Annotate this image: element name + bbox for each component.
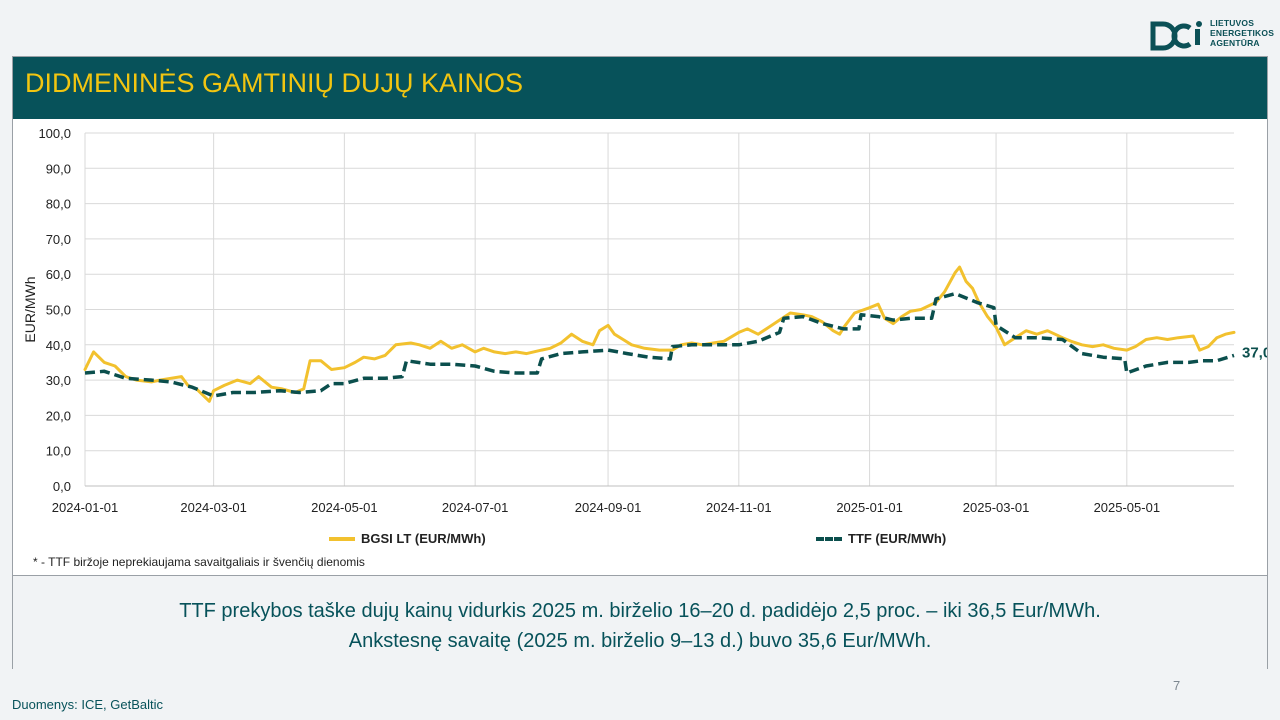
x-tick-label: 2025-01-01 bbox=[836, 500, 903, 515]
chart-area: 0,0 10,0 20,0 30,0 40,0 50,0 60,0 70,0 80,0 90,0 1… bbox=[13, 119, 1267, 575]
summary-line-1: TTF prekybos taške dujų kainų vidurkis 2… bbox=[179, 600, 1101, 622]
x-tick-label: 2024-01-01 bbox=[52, 500, 119, 515]
logo-line-2: ENERGETIKOS bbox=[1210, 28, 1275, 38]
x-tick-label: 2024-11-01 bbox=[706, 500, 772, 515]
series-line-ttf bbox=[84, 291, 1235, 398]
x-tick-label: 2024-05-01 bbox=[311, 500, 378, 515]
y-tick-label: 50,0 bbox=[46, 303, 71, 318]
chart-footnote: * - TTF biržoje neprekiaujama savaitgali… bbox=[33, 555, 365, 569]
y-tick-label: 0,0 bbox=[53, 479, 71, 494]
x-tick-label: 2025-05-01 bbox=[1094, 500, 1161, 515]
y-axis-title: EUR/MWh bbox=[22, 276, 38, 342]
agency-logo: LIETUVOS ENERGETIKOS AGENTŪRA bbox=[1150, 18, 1274, 54]
y-tick-label: 80,0 bbox=[46, 197, 71, 212]
page-title: DIDMENINĖS GAMTINIŲ DUJŲ KAINOS bbox=[25, 68, 524, 98]
y-tick-label: 60,0 bbox=[46, 267, 71, 282]
legend-item-ttf: TTF (EUR/MWh) bbox=[816, 531, 946, 546]
legend-swatch-ttf bbox=[816, 536, 842, 541]
x-tick-label: 2024-09-01 bbox=[575, 500, 642, 515]
header-band: DIDMENINĖS GAMTINIŲ DUJŲ KAINOS bbox=[13, 57, 1267, 119]
slide-frame: DIDMENINĖS GAMTINIŲ DUJŲ KAINOS 0,0 10,0 2… bbox=[12, 56, 1268, 670]
y-tick-label: 20,0 bbox=[46, 408, 71, 423]
series-line-bgsi bbox=[83, 265, 1236, 403]
summary-box: TTF prekybos taške dujų kainų vidurkis 2… bbox=[13, 575, 1267, 670]
logo-line-3: AGENTŪRA bbox=[1210, 38, 1260, 48]
lea-logo-icon bbox=[1150, 21, 1202, 51]
legend-item-bgsi: BGSI LT (EUR/MWh) bbox=[329, 531, 486, 546]
legend-swatch-bgsi bbox=[329, 536, 355, 541]
y-tick-label: 10,0 bbox=[46, 444, 71, 459]
y-tick-label: 70,0 bbox=[46, 232, 71, 247]
y-tick-label: 90,0 bbox=[46, 161, 71, 176]
gas-price-chart: 0,0 10,0 20,0 30,0 40,0 50,0 60,0 70,0 80,0 90,0 1… bbox=[22, 126, 1267, 515]
page-number: 7 bbox=[1173, 678, 1181, 693]
legend-label-ttf: TTF (EUR/MWh) bbox=[848, 531, 947, 546]
y-tick-label: 30,0 bbox=[46, 373, 71, 388]
summary-line-2: Ankstesnę savaitę (2025 m. birželio 9–13… bbox=[348, 630, 932, 652]
data-source: Duomenys: ICE, GetBaltic bbox=[12, 697, 163, 712]
logo-line-1: LIETUVOS bbox=[1210, 18, 1255, 28]
x-tick-label: 2024-03-01 bbox=[180, 500, 247, 515]
y-tick-label: 100,0 bbox=[38, 126, 71, 141]
logo-text: LIETUVOS ENERGETIKOS AGENTŪRA bbox=[1210, 18, 1274, 48]
legend-label-bgsi: BGSI LT (EUR/MWh) bbox=[361, 531, 486, 546]
y-tick-label: 40,0 bbox=[46, 338, 71, 353]
ttf-end-value-label: 37,0 bbox=[1242, 344, 1267, 361]
x-tick-label: 2024-07-01 bbox=[442, 500, 509, 515]
x-tick-label: 2025-03-01 bbox=[963, 500, 1030, 515]
